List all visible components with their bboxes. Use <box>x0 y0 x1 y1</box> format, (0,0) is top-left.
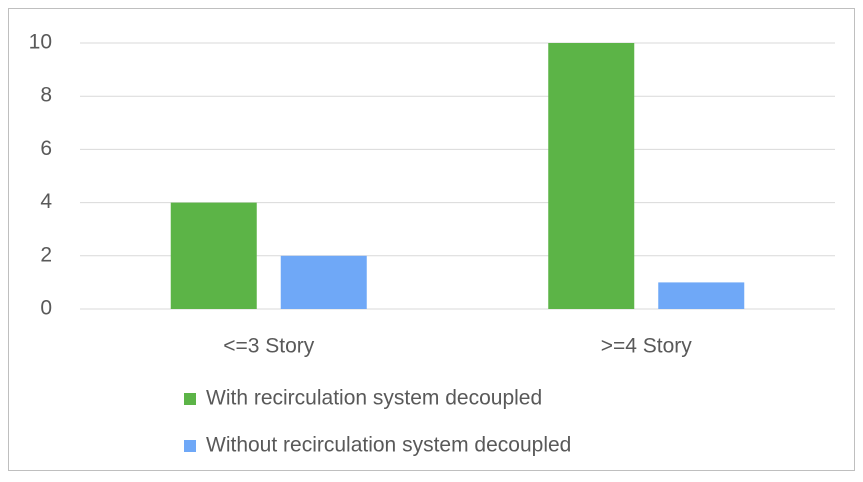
y-tick-label: 10 <box>29 31 52 54</box>
y-tick-label: 6 <box>40 137 52 160</box>
x-tick-label: >=4 Story <box>601 335 693 358</box>
legend-swatch <box>184 440 196 452</box>
bar <box>658 282 745 309</box>
bar <box>170 202 257 309</box>
y-tick-label: 2 <box>40 243 52 266</box>
bar <box>280 255 367 309</box>
chart-frame <box>8 8 855 471</box>
legend-swatch <box>184 393 196 405</box>
x-tick-label: <=3 Story <box>223 335 315 358</box>
y-tick-label: 8 <box>40 84 52 107</box>
legend-label: Without recirculation system decoupled <box>206 434 571 457</box>
legend-label: With recirculation system decoupled <box>206 387 542 410</box>
y-tick-label: 0 <box>40 297 52 320</box>
y-tick-label: 4 <box>40 190 52 213</box>
bar <box>548 43 635 309</box>
